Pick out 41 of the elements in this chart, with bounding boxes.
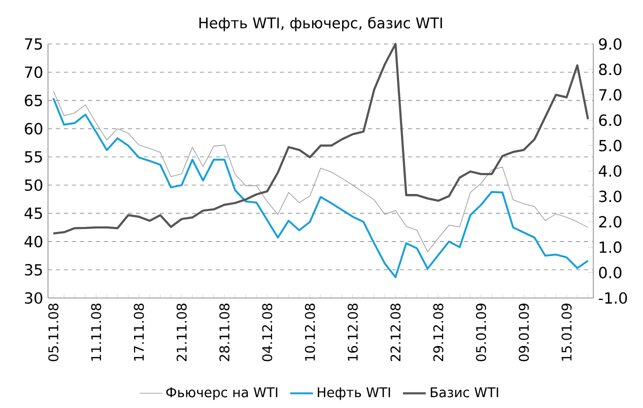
legend-label: Базис WTI (430, 387, 498, 398)
x-tick-label: 21.11.08 (176, 304, 187, 362)
x-tick-label: 10.12.08 (304, 304, 316, 361)
y-tick-label: 50 (24, 179, 42, 191)
y2-tick-label: 4.0 (598, 165, 622, 177)
y2-tick-label: 1.0 (600, 241, 622, 253)
x-tick-label: 09.01.09 (518, 304, 529, 362)
x-tick-label: 04.12.08 (262, 304, 272, 362)
legend-label: Нефть WTI (318, 387, 390, 400)
x-tick-label: 16.12.08 (348, 304, 358, 361)
y2-tick-label: 3.0 (599, 190, 622, 202)
y2-tick-label: 6.0 (599, 114, 622, 126)
x-tick-label: 22.12.08 (390, 304, 401, 362)
y2-tick-label: 0.0 (599, 266, 622, 278)
x-tick-label: 15.01.09 (562, 304, 572, 361)
y2-tick-label: 2.0 (599, 216, 622, 228)
x-tick-label: 28.11.08 (219, 304, 230, 362)
line-series (52, 97, 589, 278)
x-tick-label: 11.11.08 (91, 304, 102, 361)
y-tick-label: 65 (24, 94, 42, 106)
y2-tick-label: -1.0 (598, 292, 627, 304)
line-series (52, 90, 588, 252)
y2-tick-label: 8.0 (599, 64, 622, 76)
y-tick-label: 55 (24, 151, 42, 163)
x-tick-label: 05.11.08 (48, 304, 58, 362)
y-tick-label: 75 (25, 38, 42, 50)
line-series (52, 42, 590, 235)
y-tick-label: 30 (24, 292, 42, 304)
chart-title: Нефть WTI, фьючерс, базис WTI (199, 16, 442, 32)
y2-tick-label: 9.0 (599, 38, 622, 50)
y2-tick-label: 7.0 (599, 89, 622, 101)
x-tick-label: 29.12.08 (433, 304, 444, 362)
y-tick-label: 45 (24, 208, 42, 220)
y-tick-label: 70 (25, 66, 42, 78)
y-tick-label: 40 (24, 236, 42, 248)
y2-tick-label: 5.0 (599, 140, 622, 152)
x-tick-label: 05.01.09 (476, 304, 486, 362)
y-tick-label: 35 (24, 264, 42, 276)
x-tick-label: 17.11.08 (134, 304, 144, 361)
legend-label: Фьючерс на WTI (166, 387, 278, 400)
y-tick-label: 60 (24, 122, 42, 134)
